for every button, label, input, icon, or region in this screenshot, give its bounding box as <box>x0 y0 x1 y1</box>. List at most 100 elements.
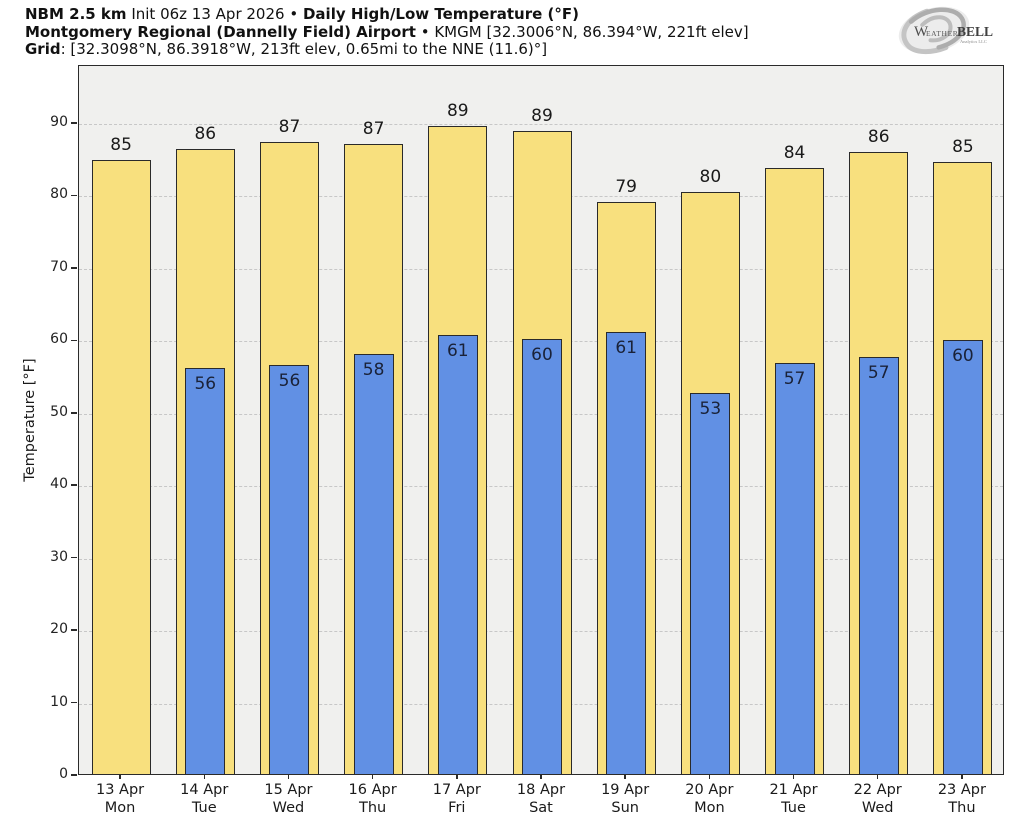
x-tick-mark-1 <box>119 775 121 779</box>
high-value-label: 79 <box>615 177 637 198</box>
high-value-label: 80 <box>699 166 722 187</box>
y-tick-label-0: 0 <box>59 766 68 782</box>
separator-dot: • <box>289 5 299 23</box>
high-value-label: 86 <box>194 123 217 144</box>
x-tick-mark-11 <box>961 775 963 779</box>
low-bar <box>185 367 226 774</box>
x-tick-weekday: Fri <box>448 800 466 816</box>
x-tick-label-7: 19 Apr Sun <box>583 781 667 817</box>
y-tick-label-10: 10 <box>50 693 68 710</box>
logo-word-end: BELL <box>957 24 993 39</box>
logo-word-mid: EATHER <box>926 29 958 38</box>
x-tick-weekday: Wed <box>861 800 894 816</box>
x-tick-label-6: 18 Apr Sat <box>499 781 583 817</box>
high-value-label: 87 <box>362 118 385 139</box>
station-meta: KMGM [32.3006°N, 86.394°W, 221ft elev] <box>434 22 749 41</box>
low-bar <box>269 364 310 774</box>
x-tick-weekday: Sat <box>529 800 553 816</box>
header-line-2: Montgomery Regional (Dannelly Field) Air… <box>25 22 749 42</box>
swirl-icon <box>898 6 970 55</box>
y-tick-label-20: 20 <box>50 621 68 638</box>
low-bar <box>522 338 562 774</box>
x-tick-label-5: 17 Apr Fri <box>415 781 499 817</box>
high-bar <box>91 159 151 774</box>
x-tick-label-9: 21 Apr Tue <box>751 781 835 817</box>
high-value-label: 86 <box>867 127 890 148</box>
y-tick-label-80: 80 <box>50 186 68 203</box>
low-bar <box>942 340 983 774</box>
x-tick-weekday: Tue <box>191 800 217 816</box>
x-tick-mark-4 <box>371 775 374 779</box>
x-tick-weekday: Thu <box>358 800 387 816</box>
x-tick-date: 13 Apr <box>96 782 145 798</box>
x-tick-weekday: Mon <box>104 800 136 816</box>
y-tick-mark-80 <box>71 194 77 197</box>
x-tick-label-2: 14 Apr Tue <box>162 781 246 817</box>
low-value-label: 57 <box>867 363 890 384</box>
low-bar <box>437 334 478 774</box>
x-tick-date: 18 Apr <box>516 782 566 798</box>
x-tick-date: 23 Apr <box>937 782 986 798</box>
high-value-label: 89 <box>446 101 469 122</box>
y-tick-mark-60 <box>71 339 77 342</box>
product-name: Daily High/Low Temperature (°F) <box>302 5 579 23</box>
high-value-label: 89 <box>531 106 553 127</box>
weatherbell-logo: W EATHER BELL Analytics LLC <box>898 6 993 55</box>
y-tick-mark-50 <box>71 412 77 414</box>
x-tick-weekday: Sun <box>611 800 639 816</box>
x-tick-date: 16 Apr <box>348 782 397 798</box>
low-bar <box>774 363 815 774</box>
header-line-1: NBM 2.5 km Init 06z 13 Apr 2026 • Daily … <box>25 5 749 24</box>
y-tick-mark-10 <box>71 701 77 704</box>
x-tick-weekday: Thu <box>948 800 976 816</box>
model-name: NBM 2.5 km <box>25 5 127 23</box>
low-value-label: 53 <box>699 398 722 419</box>
x-tick-label-1: 13 Apr Mon <box>78 781 162 817</box>
x-tick-weekday: Wed <box>272 800 305 816</box>
header-line-3: Grid: [32.3098°N, 86.3918°W, 213ft elev,… <box>25 40 749 59</box>
chart-header: NBM 2.5 km Init 06z 13 Apr 2026 • Daily … <box>25 5 749 59</box>
x-tick-mark-3 <box>287 775 290 779</box>
station-name: Montgomery Regional (Dannelly Field) Air… <box>25 22 416 41</box>
low-value-label: 61 <box>615 338 637 359</box>
y-tick-label-90: 90 <box>50 113 68 130</box>
x-tick-weekday: Mon <box>694 800 725 816</box>
low-value-label: 56 <box>194 373 217 394</box>
y-tick-mark-30 <box>71 556 77 559</box>
x-tick-date: 22 Apr <box>853 782 902 798</box>
x-tick-label-10: 22 Apr Wed <box>836 781 920 817</box>
y-tick-label-60: 60 <box>50 331 68 348</box>
low-value-label: 60 <box>531 344 553 365</box>
y-tick-label-40: 40 <box>50 476 68 493</box>
x-tick-mark-5 <box>456 775 458 779</box>
y-axis-label: Temperature [°F] <box>22 358 38 482</box>
x-tick-date: 17 Apr <box>432 782 481 798</box>
x-tick-mark-2 <box>203 775 206 779</box>
grid-meta: : [32.3098°N, 86.3918°W, 213ft elev, 0.6… <box>60 40 548 58</box>
y-tick-mark-70 <box>71 267 77 269</box>
y-tick-label-50: 50 <box>50 403 68 420</box>
gridline-90 <box>79 123 1003 125</box>
x-tick-label-3: 15 Apr Wed <box>246 781 330 817</box>
logo-subtext: Analytics LLC <box>960 39 987 44</box>
y-tick-label-70: 70 <box>50 258 68 275</box>
y-tick-mark-20 <box>71 629 77 631</box>
x-tick-mark-10 <box>876 775 879 779</box>
x-tick-mark-8 <box>708 775 711 779</box>
logo-initial: W <box>914 24 929 40</box>
high-value-label: 85 <box>110 134 132 155</box>
x-tick-label-11: 23 Apr Thu <box>920 781 1004 817</box>
grid-label: Grid <box>25 40 61 58</box>
x-tick-label-4: 16 Apr Thu <box>331 781 415 817</box>
high-value-label: 84 <box>783 142 806 163</box>
x-tick-label-8: 20 Apr Mon <box>667 781 751 817</box>
high-value-label: 85 <box>952 136 974 157</box>
x-tick-date: 14 Apr <box>180 782 229 798</box>
separator-dot: • <box>420 22 430 41</box>
low-value-label: 58 <box>362 359 385 380</box>
y-tick-mark-90 <box>71 122 77 124</box>
low-value-label: 57 <box>783 369 806 390</box>
low-value-label: 56 <box>278 370 301 391</box>
y-tick-label-30: 30 <box>50 548 68 565</box>
